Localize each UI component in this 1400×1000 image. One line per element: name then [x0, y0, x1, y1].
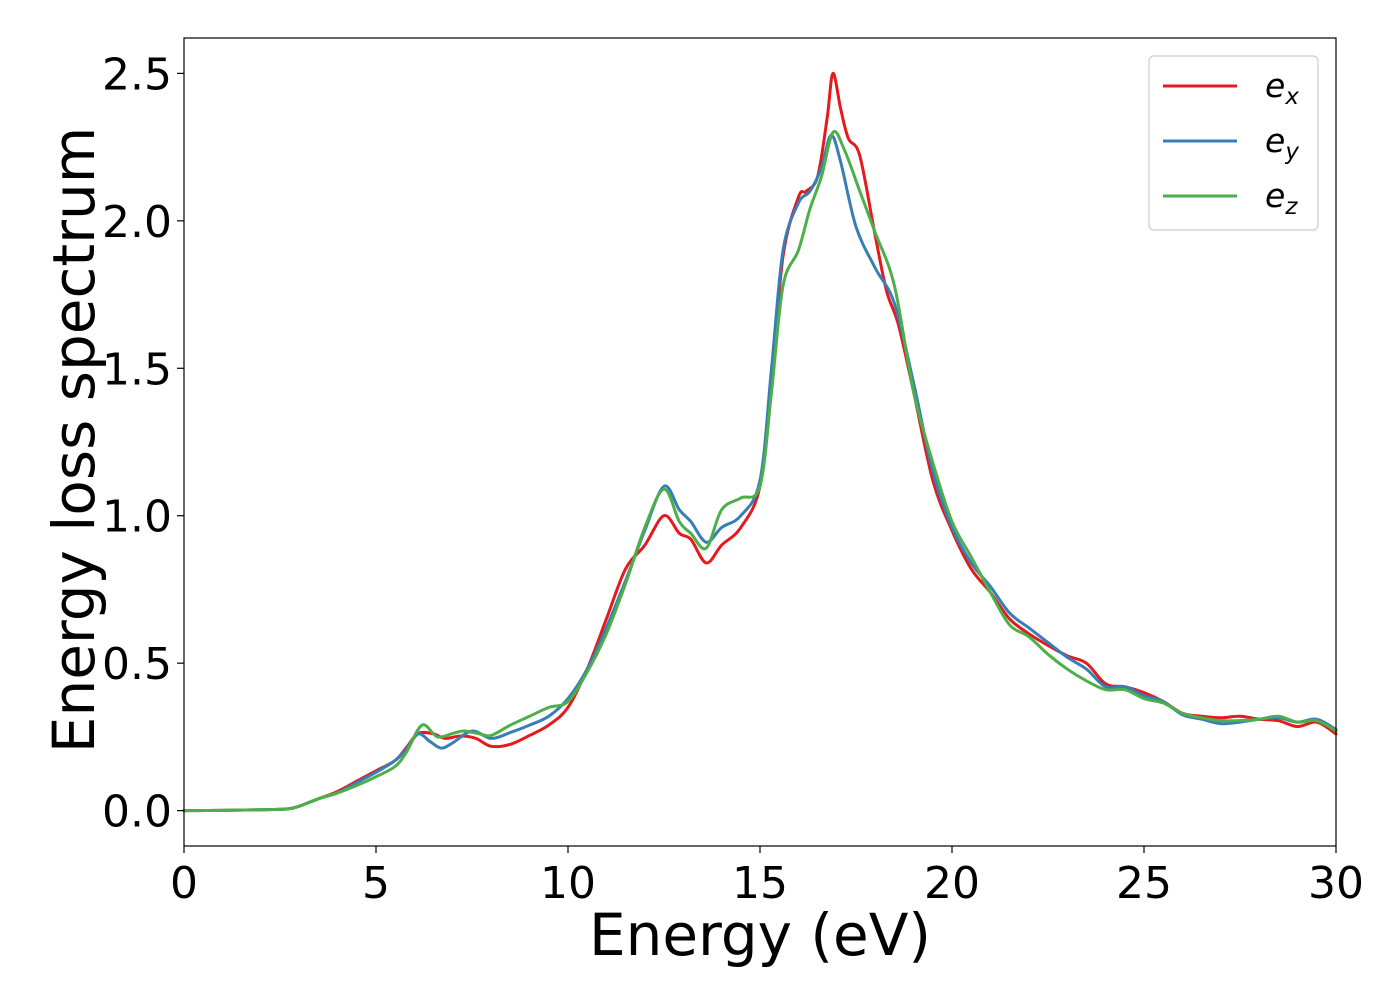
series-layer [182, 71, 1338, 813]
x-axis-ticks: 0 5 10 15 20 25 30 [170, 846, 1364, 909]
x-axis-title: Energy (eV) [589, 901, 931, 969]
y-axis-title: Energy loss spectrum [40, 127, 108, 753]
series-line-e-y [182, 133, 1338, 813]
x-tick-label: 10 [540, 858, 596, 909]
legend-box [1148, 55, 1319, 231]
legend: ex ey ez [1148, 55, 1319, 231]
legend-label-e-z: ez [1265, 176, 1298, 220]
y-tick-label: 2.0 [102, 197, 172, 248]
x-tick-label: 25 [1116, 858, 1172, 909]
y-tick-label: 1.0 [102, 492, 172, 543]
legend-label-e-y: ey [1265, 121, 1299, 165]
x-tick-label: 20 [924, 858, 980, 909]
y-tick-label: 2.5 [102, 49, 172, 100]
legend-label-e-x: ex [1265, 66, 1299, 110]
series-line-e-z [182, 129, 1338, 813]
x-tick-label: 5 [362, 858, 390, 909]
y-axis-ticks: 0.0 0.5 1.0 1.5 2.0 2.5 [102, 49, 184, 838]
y-tick-label: 1.5 [102, 344, 172, 395]
x-tick-label: 0 [170, 858, 198, 909]
y-tick-label: 0.5 [102, 639, 172, 690]
x-tick-label: 15 [732, 858, 788, 909]
y-tick-label: 0.0 [102, 787, 172, 838]
x-tick-label: 30 [1308, 858, 1364, 909]
